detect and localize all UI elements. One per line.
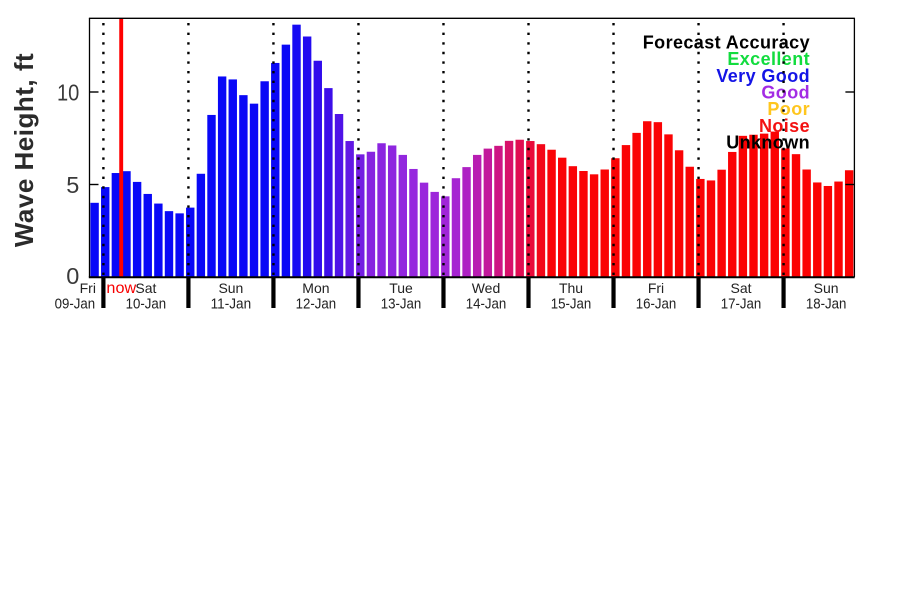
svg-text:now: now [106,280,136,297]
svg-text:5: 5 [66,172,79,198]
svg-text:Unknown: Unknown [726,133,810,153]
svg-text:11-Jan: 11-Jan [211,295,252,312]
svg-text:10: 10 [57,79,79,105]
svg-text:15-Jan: 15-Jan [551,295,592,312]
svg-text:Noise: Noise [759,116,810,136]
svg-text:13-Jan: 13-Jan [381,295,422,312]
svg-text:09-Jan: 09-Jan [55,295,96,312]
svg-text:Excellent: Excellent [727,49,810,69]
svg-text:Very Good: Very Good [716,66,810,86]
svg-text:Fri: Fri [648,280,664,296]
svg-text:16-Jan: 16-Jan [636,295,677,312]
svg-text:0: 0 [66,263,79,289]
svg-text:Thu: Thu [559,280,583,296]
svg-text:10-Jan: 10-Jan [126,295,167,312]
svg-text:Poor: Poor [767,99,810,119]
svg-text:Good: Good [761,83,810,103]
svg-text:Fri: Fri [80,280,96,296]
svg-text:Wave Height, ft: Wave Height, ft [9,53,39,247]
svg-text:Sat: Sat [135,280,156,296]
svg-text:Tue: Tue [389,280,413,296]
svg-text:Sun: Sun [814,280,839,296]
svg-text:Forecast Accuracy: Forecast Accuracy [643,32,810,52]
svg-text:14-Jan: 14-Jan [466,295,507,312]
svg-text:17-Jan: 17-Jan [721,295,762,312]
svg-text:Mon: Mon [302,280,329,296]
svg-text:18-Jan: 18-Jan [806,295,847,312]
svg-text:Sat: Sat [730,280,751,296]
svg-text:Wed: Wed [472,280,501,296]
svg-text:12-Jan: 12-Jan [296,295,337,312]
svg-text:Sun: Sun [218,280,243,296]
